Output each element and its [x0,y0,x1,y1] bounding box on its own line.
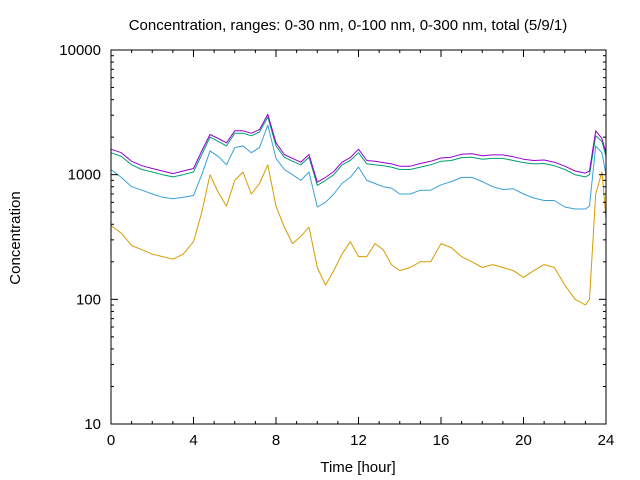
series-line-1 [110,164,607,306]
x-tick-label: 0 [107,432,115,449]
y-tick-label: 100 [76,291,101,308]
y-tick-label: 10 [84,416,101,433]
series-line-3 [110,116,607,186]
x-tick-label: 8 [272,432,280,449]
x-tick-label: 20 [515,432,532,449]
x-tick-label: 24 [598,432,615,449]
x-tick-label: 16 [433,432,450,449]
y-tick-label: 1000 [68,167,101,184]
series-line-2 [110,124,607,210]
tick-layer: 0 4 8 12 16 20 24 10 100 1000 10000 [59,42,614,449]
y-tick-label: 10000 [59,42,101,59]
y-axis-label: Concentration [7,191,24,284]
series-layer [110,113,607,306]
chart-title: Concentration, ranges: 0-30 nm, 0-100 nm… [129,17,568,34]
x-tick-label: 12 [350,432,367,449]
x-axis-label: Time [hour] [320,459,395,476]
x-tick-label: 4 [189,432,197,449]
series-line-4 [110,113,607,183]
